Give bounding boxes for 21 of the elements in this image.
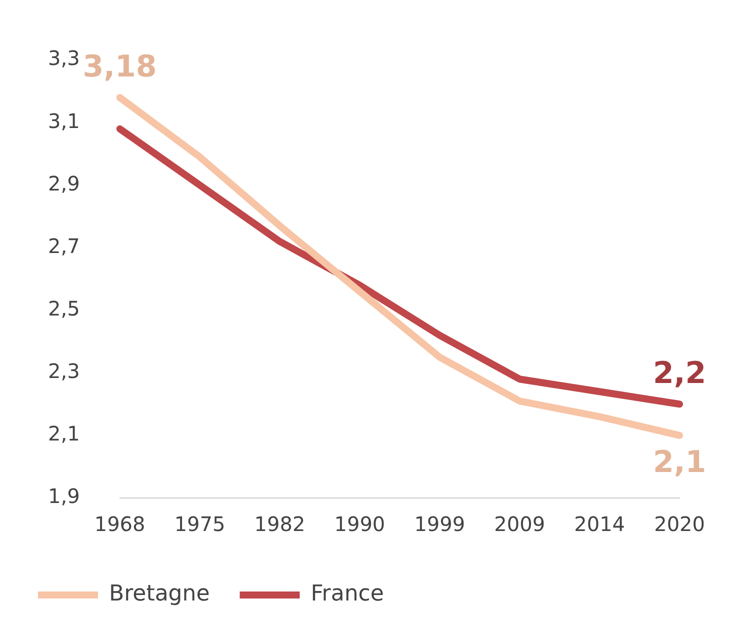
y-tick-label: 1,9 <box>48 484 80 508</box>
x-tick-label: 1975 <box>174 512 226 536</box>
y-tick-label: 2,1 <box>48 422 80 446</box>
y-tick-label: 2,5 <box>48 296 80 320</box>
y-tick-label: 2,9 <box>48 171 80 196</box>
x-tick-label: 2014 <box>574 512 626 536</box>
x-tick-label: 1968 <box>94 512 146 536</box>
x-tick-label: 2009 <box>494 512 546 536</box>
data-label: 2,1 <box>652 445 706 480</box>
x-tick-label: 1982 <box>254 512 306 536</box>
x-tick-label: 2020 <box>654 512 706 536</box>
y-tick-label: 3,1 <box>48 108 80 133</box>
y-tick-label: 3,3 <box>48 46 80 70</box>
legend-label: France <box>310 582 384 607</box>
legend-label: Bretagne <box>109 582 210 607</box>
data-label: 2,2 <box>652 356 706 391</box>
y-tick-label: 2,3 <box>48 359 80 384</box>
x-tick-label: 1999 <box>414 512 466 536</box>
x-tick-label: 1990 <box>334 512 386 536</box>
data-label: 3,18 <box>82 49 157 84</box>
y-tick-label: 2,7 <box>48 234 80 258</box>
